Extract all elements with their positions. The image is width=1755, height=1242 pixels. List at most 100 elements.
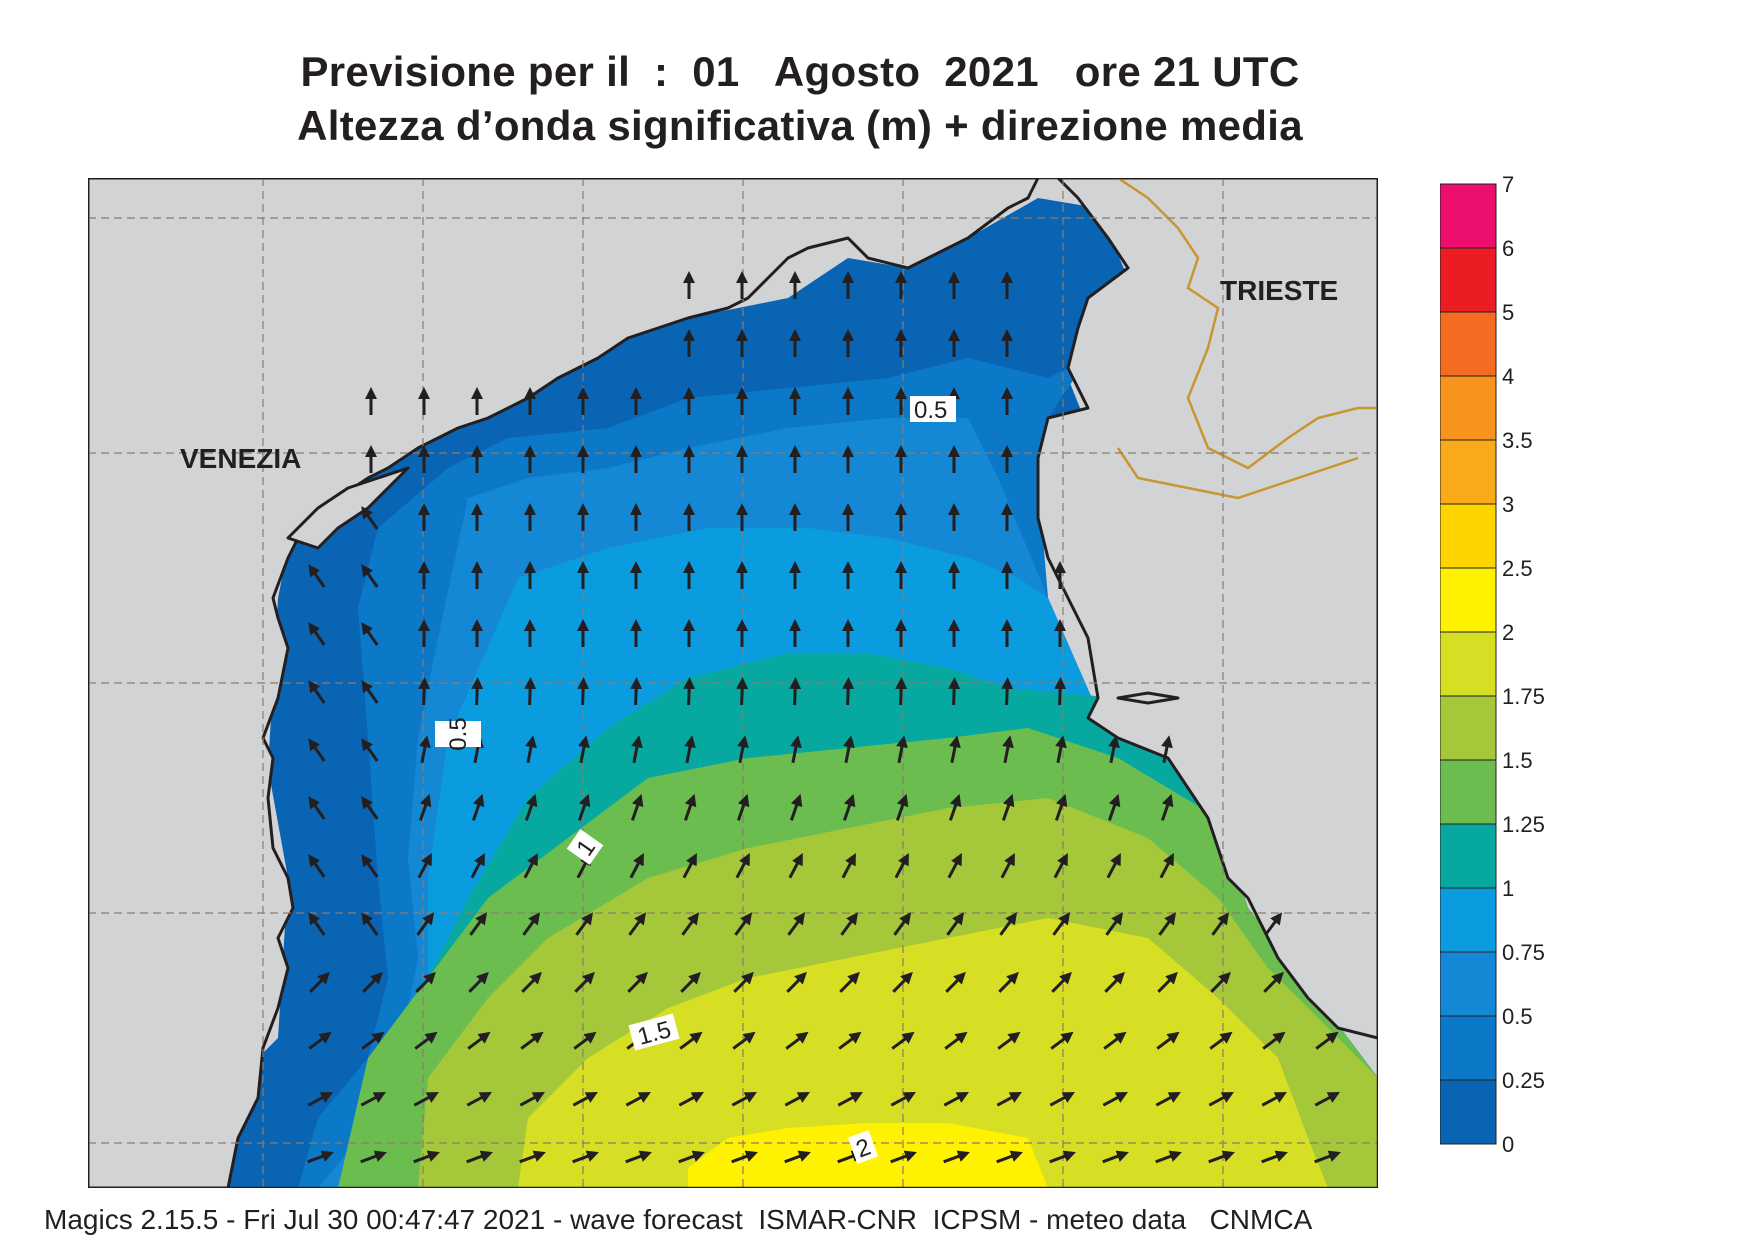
- place-label-venezia: VENEZIA: [180, 443, 301, 474]
- direction-arrow-icon: [361, 796, 379, 820]
- direction-arrow-icon: [1156, 1031, 1180, 1050]
- direction-arrow-icon: [361, 564, 379, 588]
- direction-arrow-icon: [1001, 677, 1014, 706]
- direction-arrow-icon: [1050, 1031, 1074, 1050]
- legend-swatch: [1440, 887, 1497, 953]
- legend-swatch: [1440, 375, 1497, 441]
- direction-arrow-icon: [520, 1031, 544, 1050]
- direction-arrow-icon: [361, 680, 379, 704]
- direction-arrow-icon: [784, 1150, 811, 1164]
- legend-swatch: [1440, 631, 1497, 697]
- direction-arrow-icon: [1102, 1091, 1128, 1107]
- direction-arrow-icon: [628, 912, 647, 936]
- venice-lagoon-islands: [286, 466, 410, 550]
- direction-arrow-icon: [1103, 1031, 1127, 1050]
- legend-swatch: [1440, 567, 1497, 633]
- direction-arrow-icon: [998, 971, 1019, 993]
- sea-band-2: [518, 918, 1328, 1188]
- direction-arrow-icon: [362, 971, 383, 993]
- direction-arrow-icon: [1000, 852, 1015, 879]
- direction-arrow-icon: [946, 912, 965, 936]
- direction-arrow-icon: [413, 1091, 439, 1107]
- direction-arrow-icon: [308, 680, 326, 704]
- direction-arrow-icon: [678, 1150, 705, 1164]
- direction-arrow-icon: [630, 677, 643, 706]
- direction-arrow-icon: [1209, 1031, 1233, 1050]
- direction-arrow-icon: [789, 677, 802, 706]
- legend-swatch: [1440, 1015, 1497, 1081]
- direction-arrow-icon: [519, 1091, 545, 1107]
- direction-arrow-icon: [625, 1150, 652, 1164]
- direction-arrow-icon: [471, 793, 485, 821]
- legend-swatch: [1440, 951, 1497, 1017]
- direction-arrow-icon: [1107, 793, 1121, 821]
- direction-arrow-icon: [1263, 971, 1284, 993]
- direction-arrow-icon: [308, 854, 326, 878]
- direction-arrow-icon: [1002, 735, 1014, 764]
- direction-arrow-icon: [682, 852, 697, 879]
- legend-label: 4: [1502, 364, 1514, 389]
- direction-arrow-icon: [308, 564, 326, 588]
- direction-arrow-icon: [1049, 1150, 1076, 1164]
- direction-arrow-icon: [949, 735, 961, 764]
- direction-arrow-icon: [788, 852, 803, 879]
- legend-swatch: [1440, 1079, 1497, 1145]
- direction-arrow-icon: [1161, 735, 1173, 764]
- direction-arrow-icon: [1054, 793, 1068, 821]
- legend-swatch: [1440, 439, 1497, 505]
- coastline: [88, 178, 1378, 1188]
- legend-label: 3.5: [1502, 428, 1533, 453]
- direction-arrow-icon: [1208, 1091, 1234, 1107]
- direction-arrow-icon: [943, 1091, 969, 1107]
- legend-label: 1.75: [1502, 684, 1545, 709]
- direction-arrow-icon: [631, 735, 643, 764]
- legend-swatch: [1440, 311, 1497, 377]
- legend-label: 6: [1502, 236, 1514, 261]
- direction-arrow-icon: [467, 1031, 491, 1050]
- direction-arrow-icon: [948, 793, 962, 821]
- legend-label: 0: [1502, 1132, 1514, 1156]
- direction-arrow-icon: [842, 793, 856, 821]
- contour-label: 0.5: [445, 717, 472, 750]
- direction-arrow-icon: [577, 677, 590, 706]
- direction-arrow-icon: [309, 971, 330, 993]
- legend-swatch: [1440, 183, 1497, 249]
- legend-label: 3: [1502, 492, 1514, 517]
- direction-arrow-icon: [681, 912, 700, 936]
- border-segment: [1116, 447, 1359, 500]
- footer-credits: Magics 2.15.5 - Fri Jul 30 00:47:47 2021…: [44, 1204, 1313, 1235]
- direction-arrow-icon: [895, 793, 909, 821]
- direction-arrow-icon: [1314, 1091, 1340, 1107]
- direction-arrow-icon: [947, 852, 962, 879]
- legend-swatch: [1440, 759, 1497, 825]
- direction-arrow-icon: [736, 677, 749, 706]
- direction-arrow-icon: [737, 735, 749, 764]
- legend-label: 2: [1502, 620, 1514, 645]
- direction-arrow-icon: [948, 677, 961, 706]
- direction-arrow-icon: [1102, 1150, 1129, 1164]
- legend-label: 1.25: [1502, 812, 1545, 837]
- direction-arrow-icon: [683, 677, 696, 706]
- direction-arrow-icon: [307, 1091, 333, 1107]
- direction-arrow-icon: [629, 852, 644, 879]
- direction-arrow-icon: [627, 971, 648, 993]
- legend-swatch: [1440, 823, 1497, 889]
- legend-label: 2.5: [1502, 556, 1533, 581]
- direction-arrow-icon: [1315, 1031, 1339, 1050]
- direction-arrow-icon: [736, 793, 750, 821]
- direction-arrow-icon: [1160, 793, 1174, 821]
- direction-arrow-icon: [466, 1150, 493, 1164]
- direction-arrow-icon: [787, 912, 806, 936]
- contour-label: 0.5: [914, 397, 947, 424]
- direction-arrow-icon: [996, 1091, 1022, 1107]
- direction-arrow-icon: [999, 912, 1018, 936]
- direction-arrow-icon: [525, 735, 537, 764]
- legend-label: 0.75: [1502, 940, 1545, 965]
- direction-arrow-icon: [895, 677, 908, 706]
- direction-arrow-icon: [308, 622, 326, 646]
- direction-arrow-icon: [360, 1091, 386, 1107]
- direction-arrow-icon: [307, 1150, 334, 1164]
- direction-arrow-icon: [1262, 1031, 1286, 1050]
- direction-arrow-icon: [361, 854, 379, 878]
- direction-arrow-icon: [523, 852, 538, 879]
